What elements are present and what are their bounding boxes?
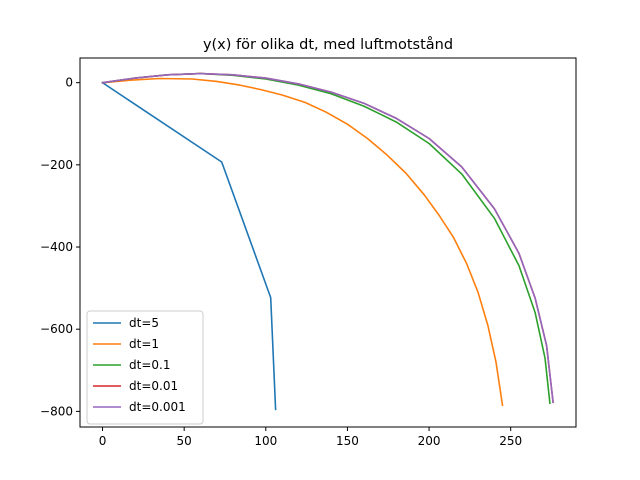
y-tick-label: −600 [40,322,73,336]
x-tick-label: 0 [99,434,107,448]
y-tick-label: −400 [40,240,73,254]
y-axis-ticks: 0 −200 −400 −600 −800 [40,76,80,418]
x-tick-label: 150 [336,434,359,448]
x-tick-label: 100 [254,434,277,448]
x-tick-label: 50 [177,434,192,448]
y-tick-label: −800 [40,404,73,418]
x-tick-label: 200 [418,434,441,448]
legend-label: dt=0.001 [129,400,186,414]
series-line-4 [101,72,554,404]
legend-label: dt=1 [129,337,159,351]
series-line-1 [101,77,504,407]
y-tick-label: 0 [65,76,73,90]
legend-box [86,310,204,425]
y-tick-label: −200 [40,158,73,172]
legend-label: dt=0.1 [129,358,170,372]
x-axis-ticks: 0 50 100 150 200 250 [99,427,522,448]
legend: dt=5 dt=1 dt=0.1 dt=0.01 dt=0.001 [86,310,204,425]
plot-lines [101,72,554,411]
x-tick-label: 250 [499,434,522,448]
chart-title: y(x) för olika dt, med luftmotstånd [203,36,453,53]
axes-frame [79,57,577,428]
legend-label: dt=0.01 [129,379,178,393]
series-line-0 [101,81,277,411]
legend-label: dt=5 [129,316,159,330]
